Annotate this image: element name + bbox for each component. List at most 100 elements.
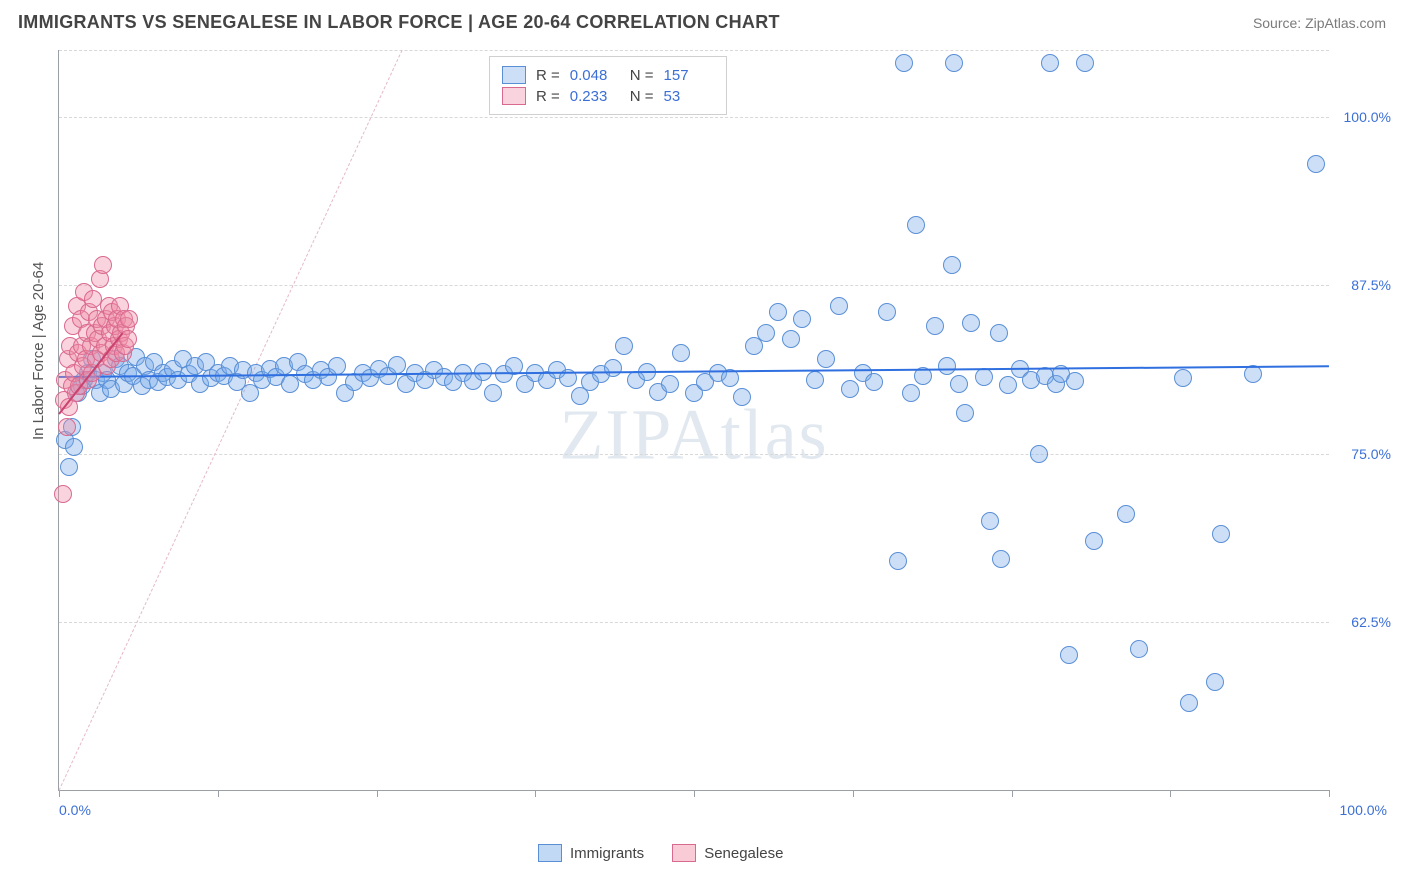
- source-label: Source: ZipAtlas.com: [1253, 15, 1386, 31]
- data-point: [672, 344, 690, 362]
- legend-n-value: 53: [664, 88, 714, 105]
- data-point: [962, 314, 980, 332]
- legend-swatch: [502, 87, 526, 105]
- legend-swatch: [538, 844, 562, 862]
- data-point: [120, 310, 138, 328]
- data-point: [782, 330, 800, 348]
- data-point: [878, 303, 896, 321]
- gridline: [59, 117, 1329, 118]
- x-tick: [694, 790, 695, 797]
- data-point: [1174, 369, 1192, 387]
- data-point: [1212, 525, 1230, 543]
- chart-title: IMMIGRANTS VS SENEGALESE IN LABOR FORCE …: [18, 12, 780, 33]
- data-point: [895, 54, 913, 72]
- data-point: [990, 324, 1008, 342]
- data-point: [1117, 505, 1135, 523]
- x-tick: [377, 790, 378, 797]
- data-point: [938, 357, 956, 375]
- legend-row: R = 0.233 N = 53: [502, 87, 714, 105]
- data-point: [733, 388, 751, 406]
- x-tick: [1329, 790, 1330, 797]
- data-point: [1041, 54, 1059, 72]
- data-point: [793, 310, 811, 328]
- data-point: [830, 297, 848, 315]
- diagonal-reference-line: [59, 50, 403, 790]
- legend-r-value: 0.233: [570, 88, 620, 105]
- data-point: [956, 404, 974, 422]
- data-point: [388, 356, 406, 374]
- data-point: [1130, 640, 1148, 658]
- data-point: [757, 324, 775, 342]
- data-point: [1206, 673, 1224, 691]
- watermark: ZIPAtlas: [559, 393, 828, 476]
- data-point: [889, 552, 907, 570]
- data-point: [65, 438, 83, 456]
- data-point: [615, 337, 633, 355]
- data-point: [604, 359, 622, 377]
- x-tick: [853, 790, 854, 797]
- y-tick-label: 62.5%: [1351, 614, 1391, 630]
- legend-r-label: R =: [536, 67, 560, 84]
- y-axis-label: In Labor Force | Age 20-64: [30, 262, 47, 440]
- legend-r-value: 0.048: [570, 67, 620, 84]
- legend-swatch: [672, 844, 696, 862]
- x-tick: [59, 790, 60, 797]
- data-point: [975, 368, 993, 386]
- legend-swatch: [502, 66, 526, 84]
- data-point: [1180, 694, 1198, 712]
- data-point: [945, 54, 963, 72]
- data-point: [484, 384, 502, 402]
- data-point: [328, 357, 346, 375]
- legend-n-label: N =: [630, 67, 654, 84]
- data-point: [907, 216, 925, 234]
- data-point: [1244, 365, 1262, 383]
- data-point: [926, 317, 944, 335]
- correlation-legend: R = 0.048 N = 157 R = 0.233 N = 53: [489, 56, 727, 115]
- data-point: [661, 375, 679, 393]
- y-tick-label: 100.0%: [1344, 109, 1391, 125]
- gridline: [59, 622, 1329, 623]
- x-min-label: 0.0%: [59, 802, 91, 818]
- data-point: [902, 384, 920, 402]
- data-point: [950, 375, 968, 393]
- series-legend: Immigrants Senegalese: [538, 844, 783, 862]
- x-tick: [1012, 790, 1013, 797]
- y-tick-label: 75.0%: [1351, 446, 1391, 462]
- gridline: [59, 285, 1329, 286]
- data-point: [999, 376, 1017, 394]
- legend-n-value: 157: [664, 67, 714, 84]
- data-point: [94, 256, 112, 274]
- x-tick: [535, 790, 536, 797]
- data-point: [60, 458, 78, 476]
- data-point: [806, 371, 824, 389]
- data-point: [865, 373, 883, 391]
- data-point: [817, 350, 835, 368]
- data-point: [943, 256, 961, 274]
- legend-n-label: N =: [630, 88, 654, 105]
- data-point: [1066, 372, 1084, 390]
- data-point: [981, 512, 999, 530]
- gridline: [59, 50, 1329, 51]
- legend-row: R = 0.048 N = 157: [502, 66, 714, 84]
- data-point: [1076, 54, 1094, 72]
- data-point: [1307, 155, 1325, 173]
- legend-label: Senegalese: [704, 845, 783, 862]
- data-point: [58, 418, 76, 436]
- y-tick-label: 87.5%: [1351, 277, 1391, 293]
- data-point: [54, 485, 72, 503]
- data-point: [992, 550, 1010, 568]
- x-tick: [1170, 790, 1171, 797]
- legend-item: Senegalese: [672, 844, 783, 862]
- gridline: [59, 454, 1329, 455]
- data-point: [1060, 646, 1078, 664]
- scatter-plot: ZIPAtlas R = 0.048 N = 157 R = 0.233 N = 53…: [58, 50, 1329, 791]
- data-point: [1030, 445, 1048, 463]
- data-point: [1085, 532, 1103, 550]
- legend-r-label: R =: [536, 88, 560, 105]
- legend-item: Immigrants: [538, 844, 644, 862]
- data-point: [841, 380, 859, 398]
- x-tick: [218, 790, 219, 797]
- data-point: [769, 303, 787, 321]
- x-max-label: 100.0%: [1340, 802, 1387, 818]
- legend-label: Immigrants: [570, 845, 644, 862]
